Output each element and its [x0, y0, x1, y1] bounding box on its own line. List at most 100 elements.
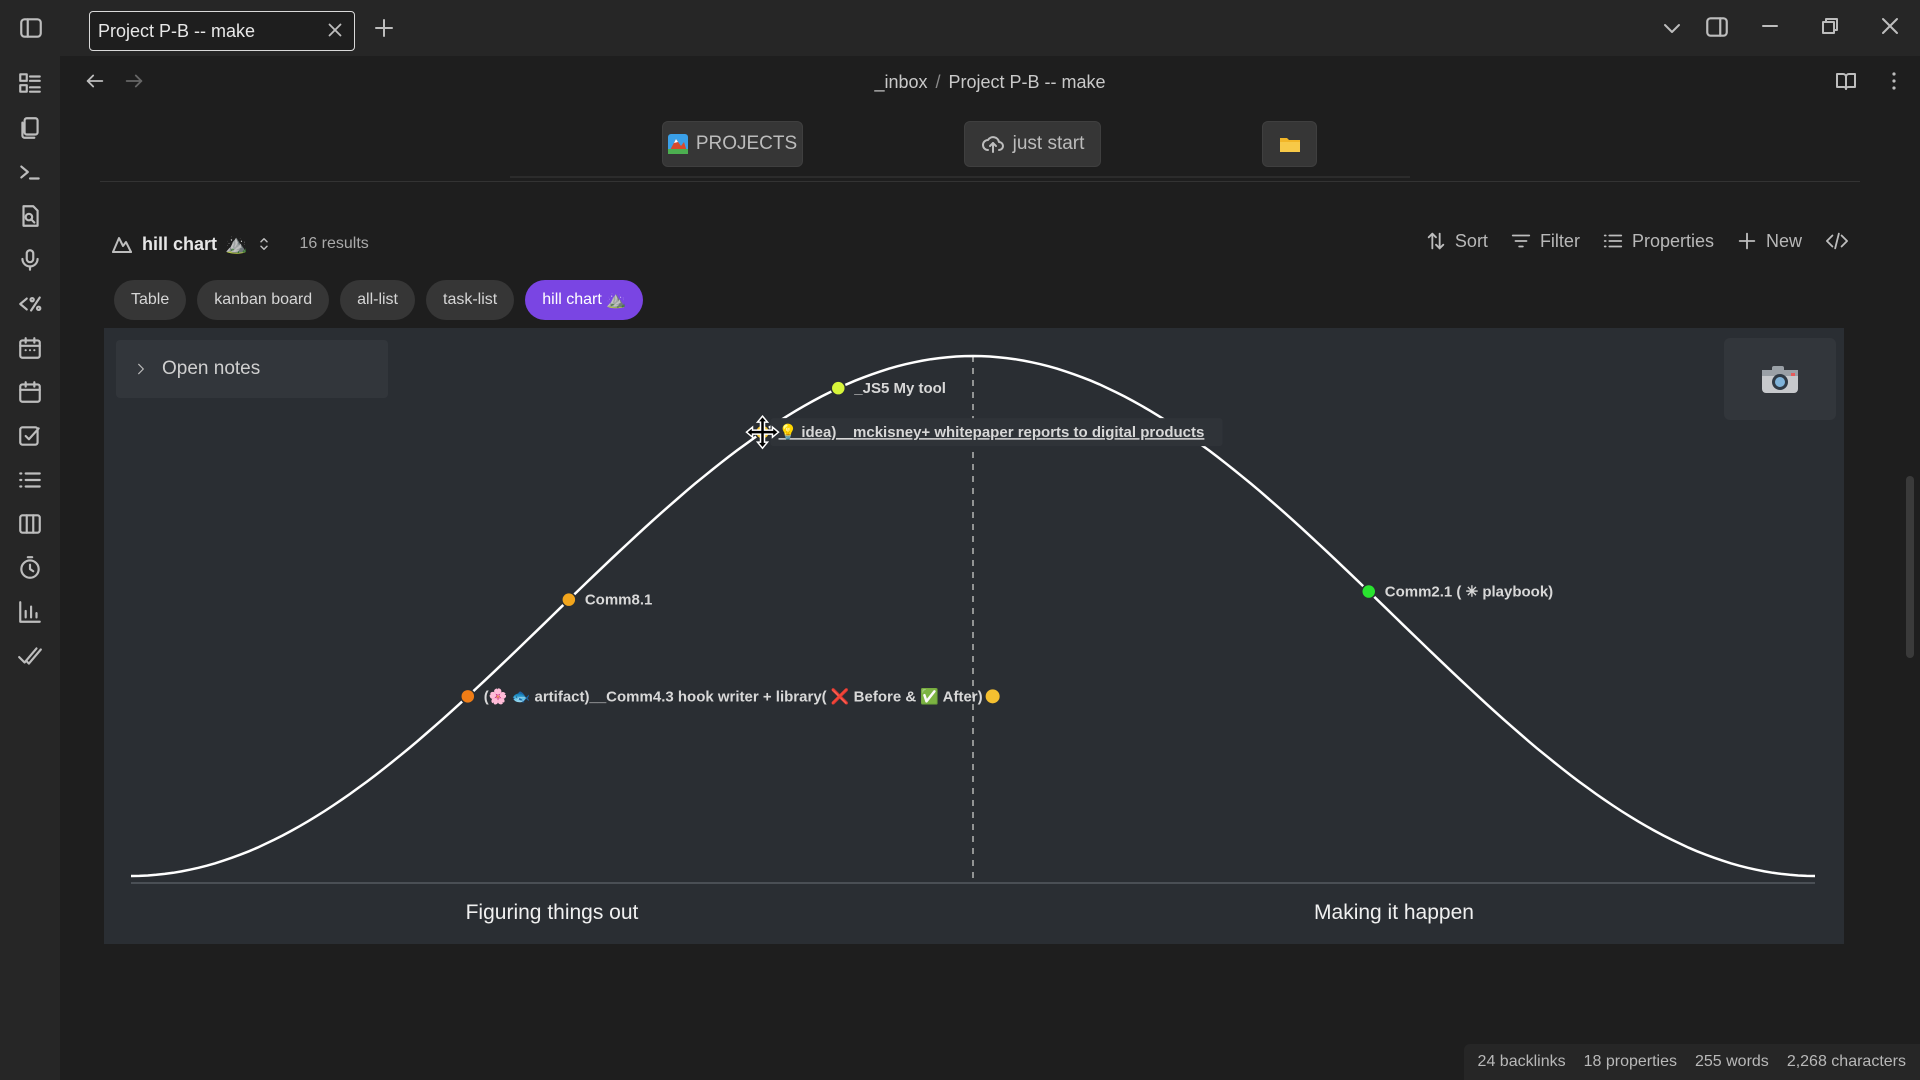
- view-title[interactable]: hill chart: [142, 233, 218, 254]
- file-search-icon[interactable]: [17, 203, 43, 229]
- left-ribbon: [0, 56, 60, 1080]
- kanban-icon[interactable]: [17, 511, 43, 537]
- microphone-icon[interactable]: [17, 247, 43, 273]
- view-tab-task-list[interactable]: task-list: [426, 280, 515, 320]
- hill-point-dot[interactable]: [561, 591, 577, 608]
- filter-button[interactable]: Filter: [1510, 230, 1580, 252]
- minimize-icon[interactable]: [1758, 14, 1782, 38]
- new-button[interactable]: New: [1736, 230, 1802, 252]
- list-icon[interactable]: [17, 467, 43, 493]
- phase-label-left: Figuring things out: [466, 901, 639, 924]
- hill-point-label[interactable]: _JS5 My tool: [853, 380, 946, 397]
- hill-point-label[interactable]: (🌸 🐟 artifact)__Comm4.3 hook writer + li…: [484, 687, 983, 705]
- vertical-scrollbar[interactable]: [1906, 476, 1914, 658]
- point-label-background: [770, 418, 1223, 447]
- view-tab-kanban-board[interactable]: kanban board: [197, 280, 330, 320]
- view-tab-hill-chart[interactable]: hill chart ⛰️: [525, 280, 644, 320]
- sort-button[interactable]: Sort: [1425, 230, 1488, 252]
- view-tabs: Table kanban board all-list task-list hi…: [114, 280, 644, 320]
- terminal-icon[interactable]: [17, 159, 43, 185]
- view-switch-chevrons-icon[interactable]: [255, 235, 273, 253]
- hill-chart-view-icon: [112, 237, 132, 253]
- character-count: 2,268 characters: [1786, 1053, 1906, 1070]
- plus-icon: [1738, 232, 1756, 250]
- view-tab-table[interactable]: Table: [114, 280, 187, 320]
- status-dot: [985, 689, 1000, 704]
- breadcrumb-current[interactable]: Project P-B -- make: [948, 72, 1106, 92]
- content-divider: [100, 181, 1860, 182]
- hill-point-dot[interactable]: [1360, 583, 1377, 600]
- view-title-emoji: ⛰️: [225, 233, 248, 254]
- active-tab[interactable]: Project P-B -- make: [89, 11, 355, 51]
- nav-header: _inbox / Project P-B -- make: [60, 56, 1920, 106]
- breadcrumb-separator: /: [935, 72, 941, 92]
- daily-note-icon[interactable]: [17, 379, 43, 405]
- hill-point-label[interactable]: Comm8.1: [585, 592, 653, 609]
- new-label: New: [1765, 230, 1802, 251]
- view-tab-all-list[interactable]: all-list: [340, 280, 415, 320]
- calendar-icon[interactable]: [17, 335, 43, 361]
- properties-label: Properties: [1631, 230, 1714, 251]
- results-count: 16 results: [299, 235, 369, 252]
- chevron-right-icon: [138, 363, 144, 375]
- hill-chart-panel: Figuring things out Making it happen _JS5 …: [104, 328, 1844, 944]
- hill-point-label[interactable]: Comm2.1 ( ✳ playbook): [1385, 584, 1553, 601]
- breadcrumb: _inbox / Project P-B -- make: [60, 72, 1920, 93]
- status-bar: 24 backlinks 18 properties 255 words 2,2…: [1463, 1044, 1920, 1080]
- sort-label: Sort: [1454, 230, 1488, 251]
- folder-icon: [1279, 138, 1300, 152]
- more-options-icon[interactable]: [1882, 69, 1906, 93]
- projects-button[interactable]: PROJECTS: [662, 121, 803, 167]
- properties-list-icon: [1603, 234, 1623, 248]
- close-window-icon[interactable]: [1878, 14, 1902, 38]
- projects-label: PROJECTS: [695, 133, 798, 154]
- dashboard-icon[interactable]: [17, 70, 43, 96]
- new-tab-icon[interactable]: [372, 16, 396, 40]
- properties-button[interactable]: Properties: [1602, 230, 1714, 252]
- hill-chart-tab-emoji: ⛰️: [606, 292, 627, 309]
- base-view-header: hill chart ⛰️ 16 results: [110, 228, 369, 260]
- code-view-icon[interactable]: [1824, 230, 1850, 252]
- open-notes-label: Open notes: [162, 358, 261, 379]
- hill-point-dot[interactable]: [830, 380, 847, 396]
- tab-list-chevron-icon[interactable]: [1660, 16, 1684, 40]
- folder-button[interactable]: [1262, 121, 1317, 167]
- restore-icon[interactable]: [1818, 14, 1842, 38]
- task-check-icon[interactable]: [17, 423, 43, 449]
- files-icon[interactable]: [17, 115, 43, 141]
- backlinks-count[interactable]: 24 backlinks: [1477, 1053, 1566, 1070]
- title-bar: Project P-B -- make: [0, 0, 1920, 56]
- word-count: 255 words: [1694, 1053, 1769, 1070]
- filter-icon: [1511, 234, 1531, 248]
- hill-curve: [130, 354, 1816, 878]
- just-start-button[interactable]: just start: [964, 121, 1101, 167]
- forward-arrow-icon[interactable]: [123, 70, 145, 92]
- cloud-upload-icon: [981, 136, 1004, 153]
- view-actions: Sort Filter Properties New: [1425, 230, 1850, 252]
- tab-title: Project P-B -- make: [98, 20, 256, 41]
- back-arrow-icon[interactable]: [84, 70, 106, 92]
- hill-chart-canvas[interactable]: Figuring things out Making it happen _JS5 …: [104, 328, 1844, 944]
- just-start-label: just start: [1012, 133, 1085, 154]
- templater-icon[interactable]: [17, 291, 43, 317]
- camera-icon: [1762, 366, 1798, 393]
- sort-icon: [1427, 232, 1445, 250]
- properties-count: 18 properties: [1583, 1053, 1677, 1070]
- mountain-emoji-icon: [667, 134, 688, 154]
- reading-view-icon[interactable]: [1834, 69, 1858, 93]
- double-check-icon[interactable]: [17, 643, 43, 669]
- move-cursor-icon: [745, 414, 780, 450]
- snapshot-button[interactable]: [1724, 338, 1836, 420]
- timer-icon[interactable]: [17, 555, 43, 581]
- filter-label: Filter: [1539, 230, 1580, 251]
- open-notes-toggle[interactable]: Open notes: [116, 340, 388, 398]
- view-tab-hill-chart-label: hill chart: [542, 291, 602, 308]
- breadcrumb-parent[interactable]: _inbox: [874, 72, 928, 92]
- toolbar-divider: [510, 176, 1410, 178]
- right-sidebar-toggle-icon[interactable]: [1704, 14, 1730, 40]
- stats-chart-icon[interactable]: [17, 599, 43, 625]
- hill-point-dot[interactable]: [460, 688, 476, 705]
- close-tab-icon[interactable]: [324, 19, 346, 41]
- sidebar-toggle-icon[interactable]: [18, 15, 44, 41]
- hill-point-label[interactable]: 💡 idea)__mckisney+ whitepaper reports to…: [779, 423, 1205, 441]
